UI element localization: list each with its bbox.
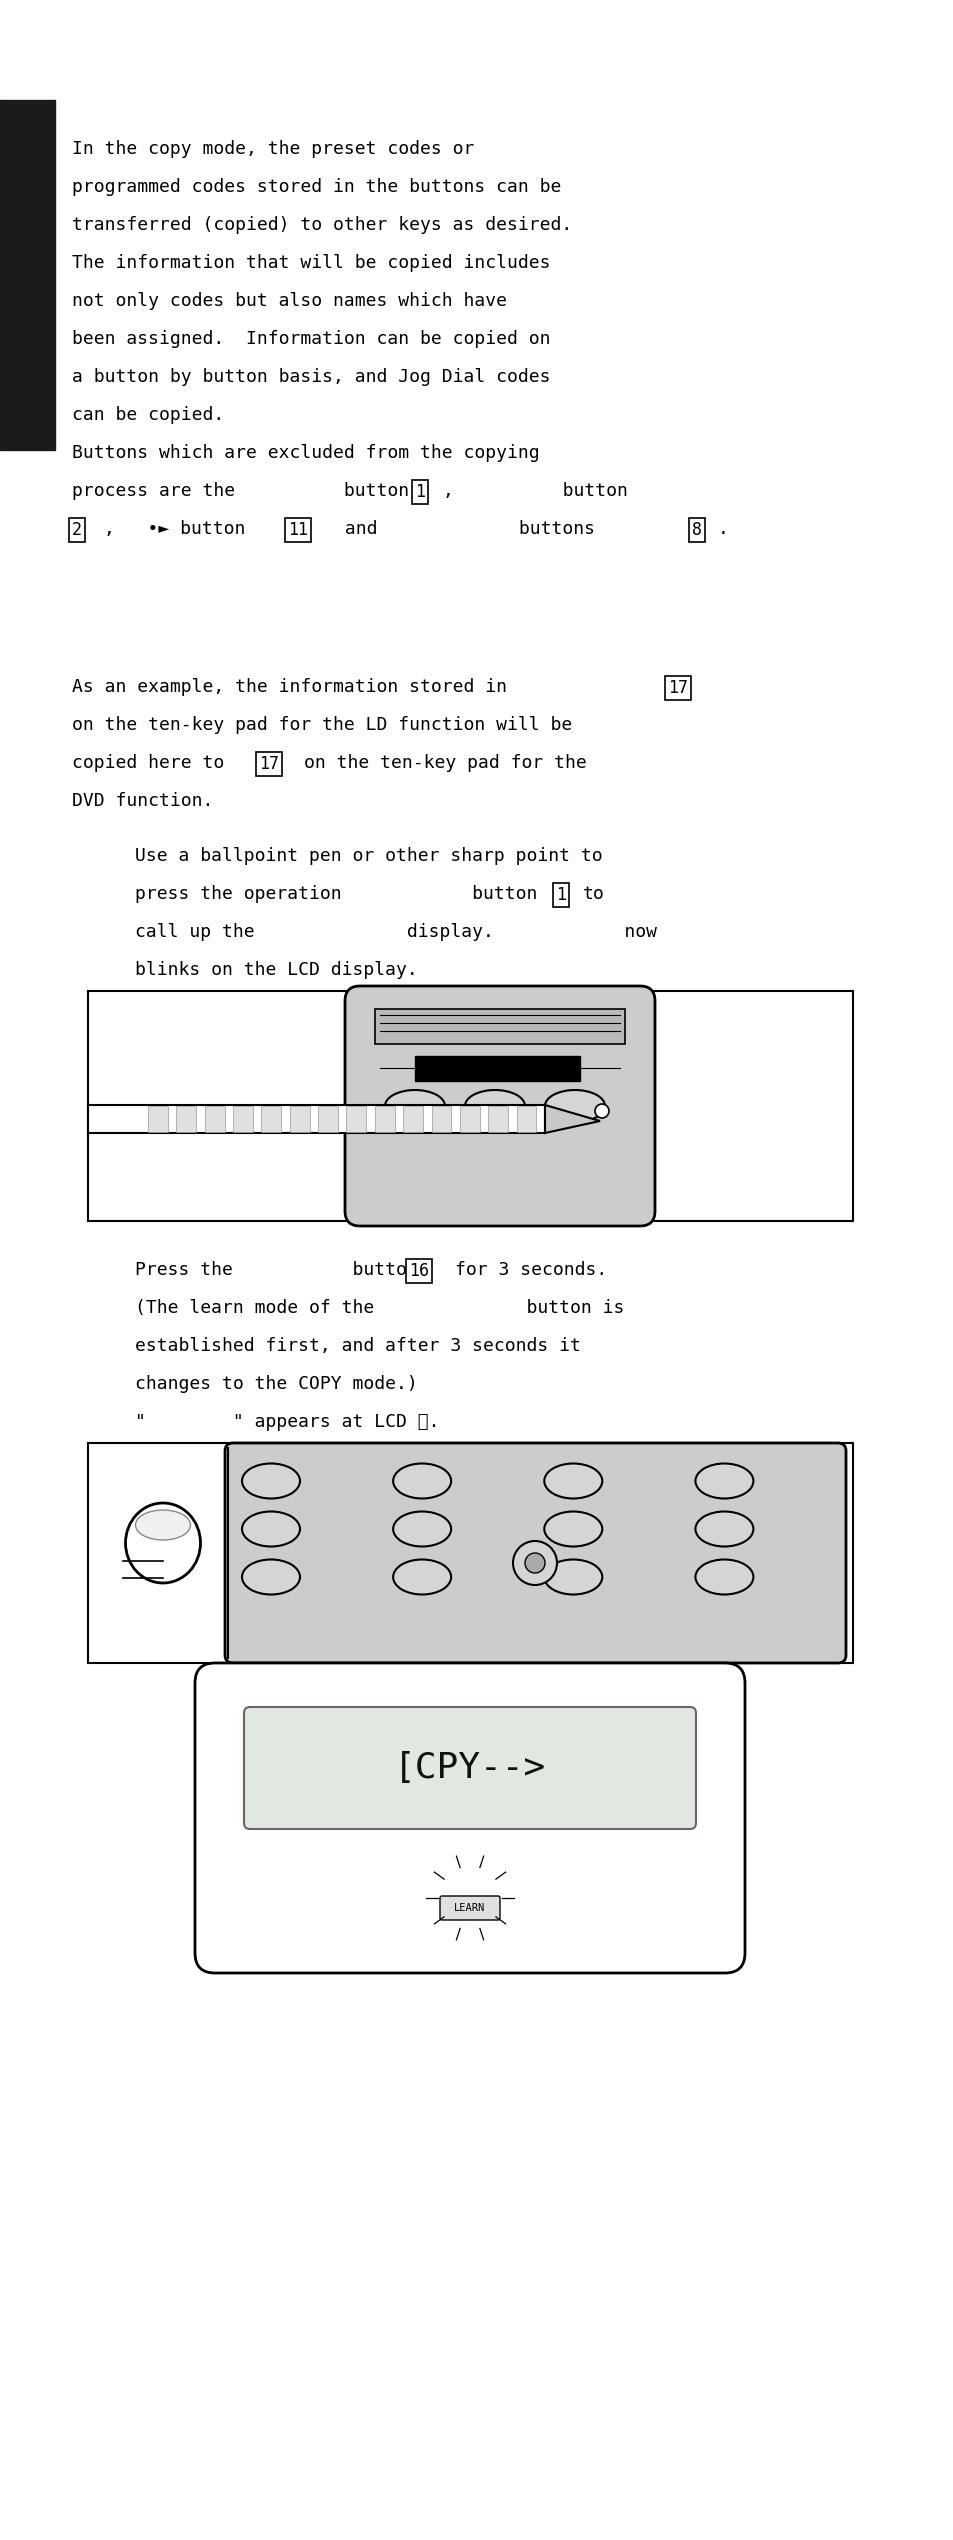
Ellipse shape — [242, 1560, 299, 1595]
Text: ,   •► button: , •► button — [104, 521, 245, 538]
Bar — [375, 1105, 395, 1133]
Text: to: to — [582, 884, 604, 904]
Bar — [459, 1105, 479, 1133]
FancyBboxPatch shape — [194, 1664, 744, 1974]
Circle shape — [513, 1542, 557, 1585]
Text: on the ten-key pad for the LD function will be: on the ten-key pad for the LD function w… — [71, 716, 572, 734]
Text: been assigned.  Information can be copied on: been assigned. Information can be copied… — [71, 330, 550, 348]
Text: call up the              display.            now: call up the display. now — [135, 922, 657, 940]
Text: programmed codes stored in the buttons can be: programmed codes stored in the buttons c… — [71, 178, 560, 196]
Bar — [517, 1105, 536, 1133]
Text: 16: 16 — [409, 1262, 429, 1280]
Bar — [431, 1105, 451, 1133]
Text: (The learn mode of the              button is: (The learn mode of the button is — [135, 1298, 623, 1318]
Bar — [403, 1105, 422, 1133]
Text: [CPY-->: [CPY--> — [394, 1750, 545, 1786]
Ellipse shape — [544, 1090, 604, 1123]
Ellipse shape — [544, 1463, 601, 1499]
Bar — [346, 1105, 366, 1133]
Circle shape — [595, 1105, 608, 1118]
Ellipse shape — [695, 1463, 753, 1499]
Text: The information that will be copied includes: The information that will be copied incl… — [71, 254, 550, 272]
Text: a button by button basis, and Jog Dial codes: a button by button basis, and Jog Dial c… — [71, 368, 550, 386]
Ellipse shape — [385, 1090, 444, 1123]
Text: In the copy mode, the preset codes or: In the copy mode, the preset codes or — [71, 140, 474, 157]
Text: 8: 8 — [691, 521, 701, 538]
Text: blinks on the LCD display.: blinks on the LCD display. — [135, 960, 417, 978]
Ellipse shape — [544, 1560, 601, 1595]
Text: can be copied.: can be copied. — [71, 406, 224, 424]
Text: changes to the COPY mode.): changes to the COPY mode.) — [135, 1374, 417, 1392]
Bar — [488, 1105, 508, 1133]
FancyBboxPatch shape — [345, 986, 655, 1227]
Text: 17: 17 — [667, 678, 687, 696]
Bar — [88, 1105, 544, 1133]
Bar — [176, 1105, 196, 1133]
Text: for 3 seconds.: for 3 seconds. — [455, 1260, 607, 1280]
Bar — [88, 1443, 852, 1664]
FancyBboxPatch shape — [439, 1895, 499, 1920]
Text: copied here to: copied here to — [71, 754, 224, 772]
Ellipse shape — [393, 1463, 451, 1499]
Bar — [233, 1105, 253, 1133]
Text: Buttons which are excluded from the copying: Buttons which are excluded from the copy… — [71, 444, 539, 462]
Bar — [375, 1008, 624, 1044]
Ellipse shape — [242, 1511, 299, 1547]
Bar — [261, 1105, 281, 1133]
Text: not only codes but also names which have: not only codes but also names which have — [71, 292, 506, 310]
Bar — [88, 991, 852, 1222]
Text: "        " appears at LCD Ⓐ.: " " appears at LCD Ⓐ. — [135, 1412, 439, 1430]
Text: on the ten-key pad for the: on the ten-key pad for the — [304, 754, 586, 772]
Text: Press the           button: Press the button — [135, 1260, 417, 1280]
Bar — [148, 1105, 168, 1133]
Text: 1: 1 — [556, 886, 565, 904]
Bar — [205, 1105, 224, 1133]
Text: 11: 11 — [288, 521, 308, 538]
Text: ,          button: , button — [442, 483, 627, 500]
Ellipse shape — [464, 1090, 524, 1123]
Ellipse shape — [695, 1511, 753, 1547]
Ellipse shape — [393, 1511, 451, 1547]
FancyBboxPatch shape — [244, 1707, 696, 1829]
Text: .: . — [718, 521, 728, 538]
Ellipse shape — [242, 1463, 299, 1499]
Bar — [0, 99, 55, 450]
Text: press the operation            button: press the operation button — [135, 884, 537, 904]
Text: established first, and after 3 seconds it: established first, and after 3 seconds i… — [135, 1336, 580, 1354]
Text: Use a ballpoint pen or other sharp point to: Use a ballpoint pen or other sharp point… — [135, 846, 602, 866]
Ellipse shape — [126, 1504, 200, 1582]
Text: 2: 2 — [71, 521, 82, 538]
Ellipse shape — [544, 1511, 601, 1547]
Bar — [317, 1105, 337, 1133]
Ellipse shape — [695, 1560, 753, 1595]
Text: LEARN: LEARN — [454, 1902, 485, 1913]
Polygon shape — [544, 1105, 599, 1133]
Circle shape — [524, 1552, 544, 1572]
Text: DVD function.: DVD function. — [71, 792, 213, 810]
Bar — [290, 1105, 310, 1133]
Text: and             buttons: and buttons — [334, 521, 595, 538]
Bar — [415, 1057, 579, 1082]
Text: As an example, the information stored in: As an example, the information stored in — [71, 678, 506, 696]
Text: 17: 17 — [258, 754, 278, 772]
Text: 1: 1 — [415, 483, 424, 500]
Text: transferred (copied) to other keys as desired.: transferred (copied) to other keys as de… — [71, 216, 572, 234]
Text: process are the          button: process are the button — [71, 483, 409, 500]
Ellipse shape — [393, 1560, 451, 1595]
FancyBboxPatch shape — [225, 1443, 845, 1664]
Ellipse shape — [135, 1509, 191, 1539]
